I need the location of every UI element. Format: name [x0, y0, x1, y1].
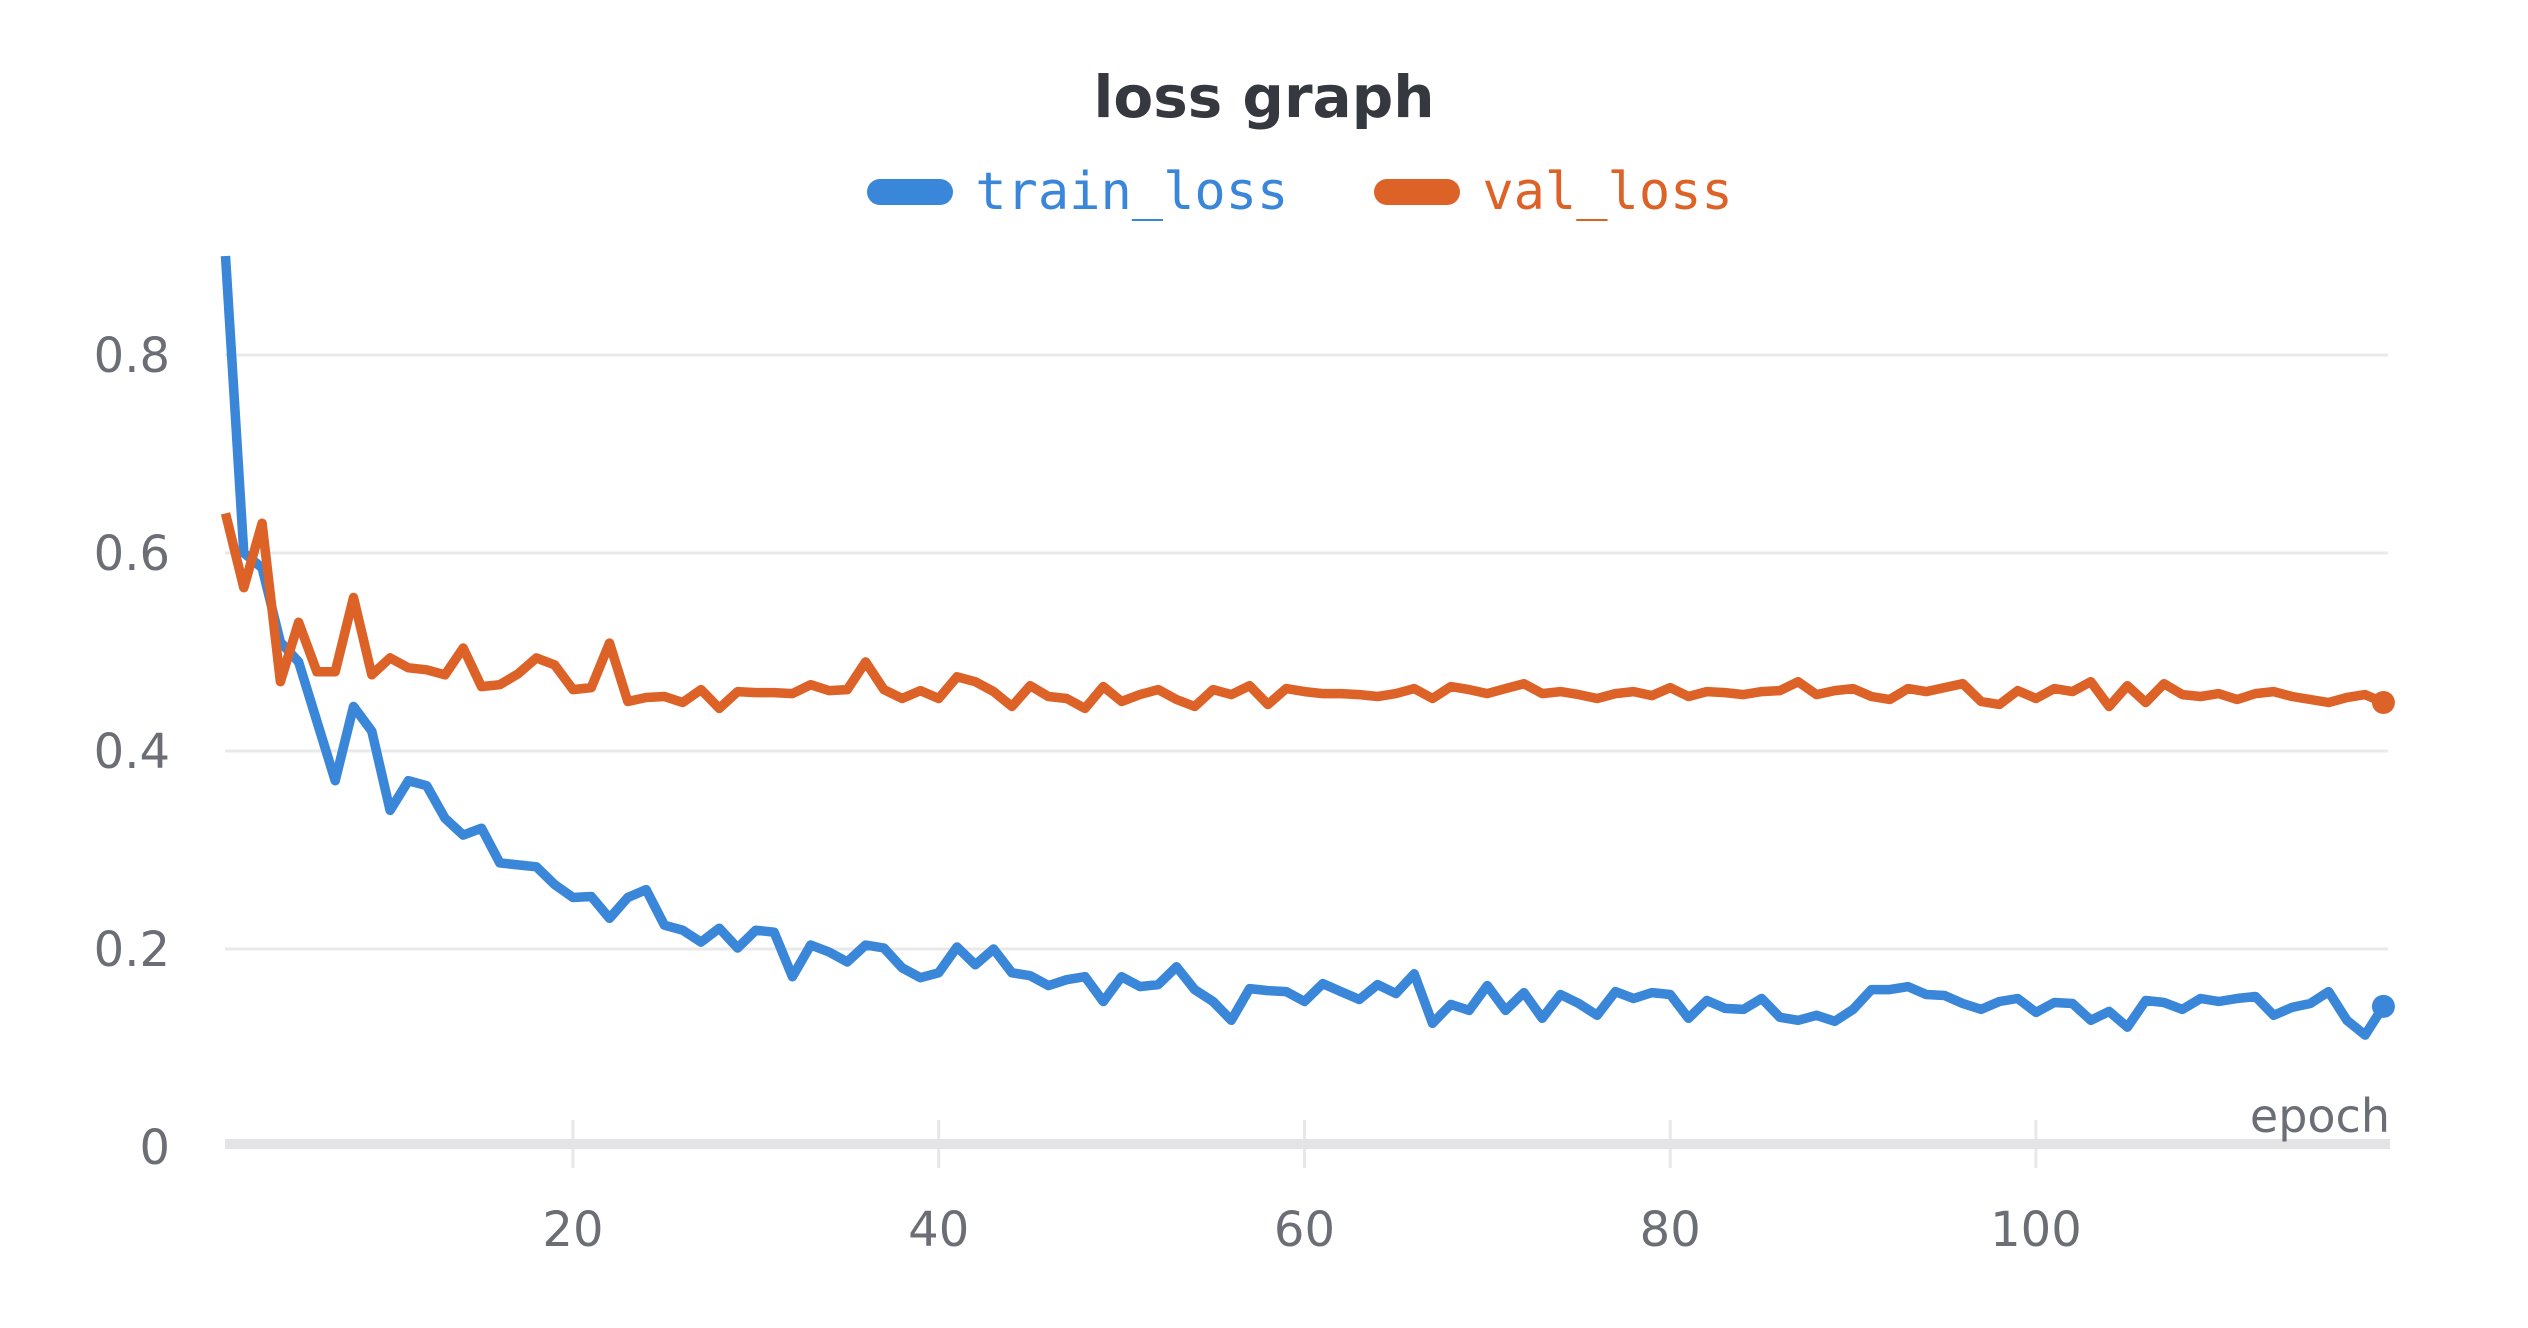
- train-loss-end-dot: [2371, 994, 2395, 1018]
- x-tick-label-20: 20: [542, 1202, 603, 1258]
- x-axis: [225, 1120, 2390, 1168]
- x-tick-labels: 20 40 60 80 100: [542, 1202, 2081, 1258]
- x-tick-label-40: 40: [908, 1202, 969, 1258]
- x-tick-label-60: 60: [1274, 1202, 1335, 1258]
- chart-title: loss graph: [1093, 63, 1435, 131]
- legend-item-train-loss: train_loss: [867, 166, 1288, 218]
- val-loss-line: [220, 512, 2386, 714]
- y-tick-labels: 0 0.2 0.4 0.6 0.8: [94, 328, 170, 1176]
- x-axis-title: epoch: [2250, 1089, 2390, 1143]
- val-loss-swatch-icon: [1374, 179, 1461, 205]
- y-tick-label-0.8: 0.8: [94, 328, 170, 384]
- x-tick-label-80: 80: [1640, 1202, 1701, 1258]
- series-lines: [220, 255, 2395, 1040]
- train-loss-swatch-icon: [867, 179, 954, 205]
- train-loss-line: [220, 255, 2388, 1040]
- y-tick-label-0.2: 0.2: [94, 922, 170, 978]
- legend-label-val-loss: val_loss: [1482, 162, 1733, 222]
- legend-item-val-loss: val_loss: [1374, 162, 1733, 222]
- legend: train_loss val_loss: [36, 166, 2528, 218]
- y-tick-label-0.4: 0.4: [94, 724, 170, 780]
- y-tick-label-0: 0: [139, 1120, 170, 1176]
- x-tick-label-100: 100: [1990, 1202, 2082, 1258]
- y-tick-label-0.6: 0.6: [94, 526, 170, 582]
- gridlines: [225, 353, 2388, 951]
- legend-label-train-loss: train_loss: [975, 162, 1289, 222]
- val-loss-end-dot: [2371, 690, 2395, 714]
